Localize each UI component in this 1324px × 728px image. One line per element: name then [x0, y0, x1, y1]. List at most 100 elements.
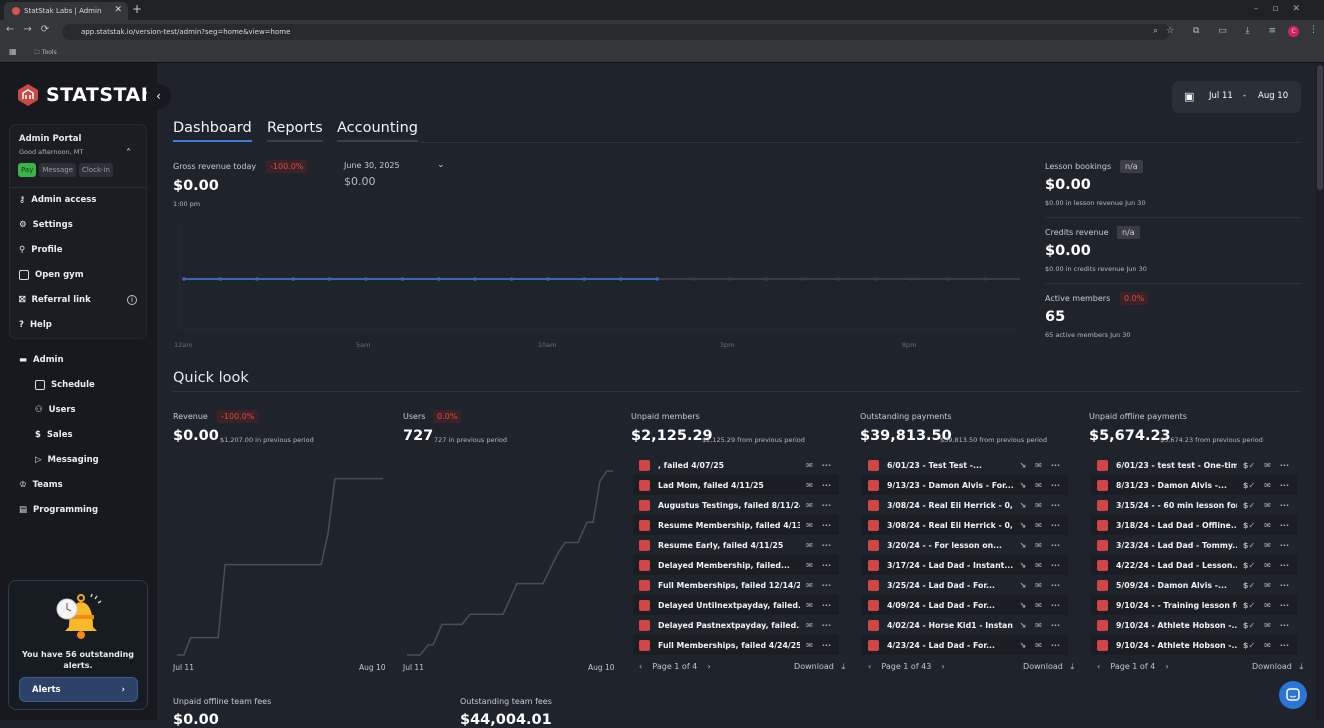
envelope-icon[interactable]: ✉: [1035, 520, 1042, 530]
more-icon[interactable]: ···: [1279, 580, 1289, 590]
envelope-icon[interactable]: ✉: [1264, 620, 1271, 630]
prev-page-icon[interactable]: ‹: [639, 662, 643, 671]
portal-item-profile[interactable]: ⚲ Profile: [19, 245, 62, 255]
envelope-icon[interactable]: ✉: [1035, 560, 1042, 570]
download-button[interactable]: Download ⤓: [1023, 662, 1074, 672]
list-item[interactable]: 4/22/24 - Lad Dad - Lesson... $✓ ✉ ···: [1091, 555, 1297, 575]
toolbar-icons[interactable]: ⌕☆ ⧉ ▭ ⤓ ≡: [1153, 26, 1285, 36]
alerts-button[interactable]: Alerts ›: [19, 677, 138, 702]
list-item[interactable]: Delayed Untilnextpayday, failed... ✉ ···: [633, 595, 839, 615]
more-icon[interactable]: ···: [1279, 560, 1289, 570]
more-icon[interactable]: ···: [1279, 460, 1289, 470]
envelope-icon[interactable]: ✉: [1264, 600, 1271, 610]
trend-icon[interactable]: ↘: [1019, 560, 1027, 570]
envelope-icon[interactable]: ✉: [1035, 480, 1042, 490]
list-item[interactable]: 4/23/24 - Lad Dad - For... ↘ ✉ ···: [862, 635, 1068, 655]
more-icon[interactable]: ···: [821, 460, 831, 470]
trend-icon[interactable]: ↘: [1019, 520, 1027, 530]
nav-admin[interactable]: ▬ Admin: [19, 355, 64, 365]
more-icon[interactable]: ···: [821, 640, 831, 650]
nav-messaging[interactable]: ▷ Messaging: [35, 455, 99, 465]
profile-avatar[interactable]: C: [1288, 26, 1299, 37]
dollar-check-icon[interactable]: $✓: [1242, 460, 1256, 470]
message-button[interactable]: Message: [39, 163, 77, 177]
dollar-check-icon[interactable]: $✓: [1242, 500, 1256, 510]
info-icon[interactable]: i: [127, 295, 137, 305]
more-icon[interactable]: ···: [1279, 500, 1289, 510]
envelope-icon[interactable]: ✉: [1035, 640, 1042, 650]
nav-schedule[interactable]: Schedule: [35, 380, 95, 390]
apps-icon[interactable]: ▦: [9, 47, 17, 56]
list-item[interactable]: Delayed Membership, failed... ✉ ···: [633, 555, 839, 575]
list-item[interactable]: 3/08/24 - Real Eli Herrick - 0, ↘ ✉ ···: [862, 515, 1068, 535]
list-item[interactable]: 9/10/24 - - Training lesson for $✓ ✉ ···: [1091, 595, 1297, 615]
portal-item-settings[interactable]: ⚙ Settings: [19, 220, 73, 230]
portal-item-open-gym[interactable]: Open gym: [19, 270, 84, 280]
more-icon[interactable]: ···: [821, 600, 831, 610]
nav-buttons[interactable]: ←→⟳: [6, 24, 59, 35]
nav-users[interactable]: ⚇ Users: [35, 405, 76, 415]
download-button[interactable]: Download ⤓: [794, 662, 845, 672]
chevron-down-icon[interactable]: ⌄: [437, 160, 445, 170]
compare-date-select[interactable]: June 30, 2025: [344, 161, 400, 170]
more-icon[interactable]: ···: [1050, 640, 1060, 650]
envelope-icon[interactable]: ✉: [1035, 460, 1042, 470]
more-icon[interactable]: ···: [1050, 500, 1060, 510]
list-item[interactable]: Resume Early, failed 4/11/25 ✉ ···: [633, 535, 839, 555]
list-item[interactable]: 5/09/24 - Damon Alvis -... $✓ ✉ ···: [1091, 575, 1297, 595]
list-item[interactable]: , failed 4/07/25 ✉ ···: [633, 455, 839, 475]
more-icon[interactable]: ···: [1279, 540, 1289, 550]
more-icon[interactable]: ···: [1279, 600, 1289, 610]
list-item[interactable]: 3/08/24 - Real Eli Herrick - 0, ↘ ✉ ···: [862, 495, 1068, 515]
list-item[interactable]: Full Memberships, failed 12/14/24 ✉ ···: [633, 575, 839, 595]
envelope-icon[interactable]: ✉: [806, 520, 813, 530]
tab-accounting[interactable]: Accounting: [337, 120, 418, 142]
tab-reports[interactable]: Reports: [267, 120, 323, 142]
list-item[interactable]: 3/17/24 - Lad Dad - Instant... ↘ ✉ ···: [862, 555, 1068, 575]
trend-icon[interactable]: ↘: [1019, 460, 1027, 470]
envelope-icon[interactable]: ✉: [806, 540, 813, 550]
envelope-icon[interactable]: ✉: [806, 640, 813, 650]
list-item[interactable]: 6/01/23 - Test Test -... ↘ ✉ ···: [862, 455, 1068, 475]
envelope-icon[interactable]: ✉: [806, 500, 813, 510]
envelope-icon[interactable]: ✉: [1035, 600, 1042, 610]
list-item[interactable]: Full Memberships, failed 4/24/25 ✉ ···: [633, 635, 839, 655]
list-item[interactable]: 3/23/24 - Lad Dad - Tommy... $✓ ✉ ···: [1091, 535, 1297, 555]
portal-item-referral-link[interactable]: ⛝ Referral link: [19, 295, 91, 305]
close-tab-icon[interactable]: ✕: [114, 5, 122, 15]
download-button[interactable]: Download ⤓: [1252, 662, 1303, 672]
envelope-icon[interactable]: ✉: [806, 460, 813, 470]
tab-dashboard[interactable]: Dashboard: [173, 120, 252, 142]
nav-sales[interactable]: $ Sales: [35, 430, 73, 440]
list-item[interactable]: 6/01/23 - test test - One-time... $✓ ✉ ···: [1091, 455, 1297, 475]
dollar-check-icon[interactable]: $✓: [1242, 620, 1256, 630]
list-item[interactable]: Delayed Pastnextpayday, failed... ✉ ···: [633, 615, 839, 635]
date-range-picker[interactable]: ▣ Jul 11 - Aug 10: [1172, 81, 1301, 113]
trend-icon[interactable]: ↘: [1019, 540, 1027, 550]
list-item[interactable]: 4/09/24 - Lad Dad - For... ↘ ✉ ···: [862, 595, 1068, 615]
chat-button[interactable]: [1279, 681, 1307, 709]
url-input[interactable]: app.statstak.io/version-test/admin?seg=h…: [62, 24, 1170, 40]
list-item[interactable]: 9/10/24 - Athlete Hobson -... $✓ ✉ ···: [1091, 615, 1297, 635]
dollar-check-icon[interactable]: $✓: [1242, 560, 1256, 570]
bookmark-folder[interactable]: 🗀 Tools: [34, 49, 57, 56]
dollar-check-icon[interactable]: $✓: [1242, 540, 1256, 550]
trend-icon[interactable]: ↘: [1019, 480, 1027, 490]
more-icon[interactable]: ···: [821, 540, 831, 550]
list-item[interactable]: 3/18/24 - Lad Dad - Offline... $✓ ✉ ···: [1091, 515, 1297, 535]
prev-page-icon[interactable]: ‹: [868, 662, 872, 671]
envelope-icon[interactable]: ✉: [1264, 640, 1271, 650]
nav-teams[interactable]: ♔ Teams: [19, 480, 63, 490]
envelope-icon[interactable]: ✉: [806, 560, 813, 570]
clock-in-button[interactable]: Clock-in: [79, 163, 113, 177]
envelope-icon[interactable]: ✉: [806, 600, 813, 610]
list-item[interactable]: 9/10/24 - Athlete Hobson -... $✓ ✉ ···: [1091, 635, 1297, 655]
dollar-check-icon[interactable]: $✓: [1242, 480, 1256, 490]
scrollbar-thumb[interactable]: [1317, 65, 1323, 190]
more-icon[interactable]: ···: [821, 500, 831, 510]
envelope-icon[interactable]: ✉: [1035, 500, 1042, 510]
more-icon[interactable]: ···: [1279, 620, 1289, 630]
more-icon[interactable]: ···: [1279, 480, 1289, 490]
pay-button[interactable]: Pay: [18, 163, 37, 177]
more-icon[interactable]: ···: [821, 620, 831, 630]
